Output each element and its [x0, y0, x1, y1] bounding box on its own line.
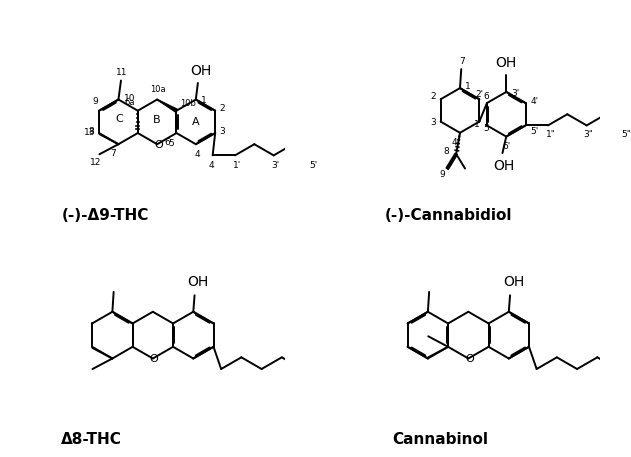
- Text: O: O: [155, 140, 163, 150]
- Text: 10a: 10a: [151, 85, 166, 95]
- Text: 1: 1: [201, 96, 207, 105]
- Text: OH: OH: [504, 276, 524, 289]
- Text: 3': 3': [271, 161, 279, 170]
- Text: 5: 5: [483, 124, 489, 133]
- Text: O: O: [150, 354, 158, 364]
- Text: 8: 8: [444, 147, 449, 156]
- Text: 9: 9: [92, 96, 98, 106]
- Text: 8: 8: [88, 127, 94, 136]
- Text: OH: OH: [191, 64, 211, 78]
- Text: 3": 3": [583, 131, 593, 139]
- Text: OH: OH: [493, 159, 514, 174]
- Text: 1": 1": [546, 131, 555, 139]
- Text: Cannabinol: Cannabinol: [392, 432, 488, 447]
- Text: 2': 2': [475, 90, 483, 99]
- Text: 1: 1: [464, 82, 470, 91]
- Polygon shape: [157, 100, 177, 112]
- Text: 10b: 10b: [180, 99, 196, 108]
- Text: (-)-Δ9-THC: (-)-Δ9-THC: [61, 208, 149, 223]
- Text: (-)-Cannabidiol: (-)-Cannabidiol: [384, 208, 512, 223]
- Text: 5: 5: [168, 138, 174, 148]
- Text: 6: 6: [483, 92, 489, 101]
- Text: 3: 3: [220, 127, 225, 136]
- Text: 4': 4': [530, 96, 538, 106]
- Text: 5": 5": [622, 131, 631, 139]
- Text: 4: 4: [209, 161, 214, 170]
- Text: OH: OH: [495, 56, 517, 70]
- Text: B: B: [153, 115, 161, 125]
- Text: A: A: [192, 117, 199, 127]
- Text: 6: 6: [164, 138, 170, 148]
- Text: OH: OH: [188, 276, 209, 289]
- Text: 5': 5': [310, 161, 318, 170]
- Text: C: C: [116, 114, 124, 124]
- Text: 4: 4: [452, 138, 457, 147]
- Text: 9: 9: [439, 170, 445, 179]
- Text: 7: 7: [110, 149, 116, 158]
- Text: O: O: [465, 354, 474, 364]
- Text: 3: 3: [430, 118, 436, 128]
- Text: 2: 2: [430, 92, 436, 101]
- Text: 3': 3': [511, 89, 519, 98]
- Text: 6a: 6a: [125, 98, 135, 107]
- Text: 2: 2: [220, 104, 225, 113]
- Text: Δ8-THC: Δ8-THC: [61, 432, 122, 447]
- Text: 1': 1': [233, 161, 242, 170]
- Text: 6': 6': [502, 142, 510, 151]
- Text: 10: 10: [124, 94, 135, 103]
- Text: 11: 11: [115, 68, 127, 77]
- Text: 13: 13: [84, 128, 95, 137]
- Text: 12: 12: [90, 158, 102, 167]
- Text: 4: 4: [194, 150, 200, 159]
- Text: 7: 7: [459, 57, 465, 66]
- Text: 5': 5': [530, 128, 538, 137]
- Text: 1': 1': [474, 120, 482, 129]
